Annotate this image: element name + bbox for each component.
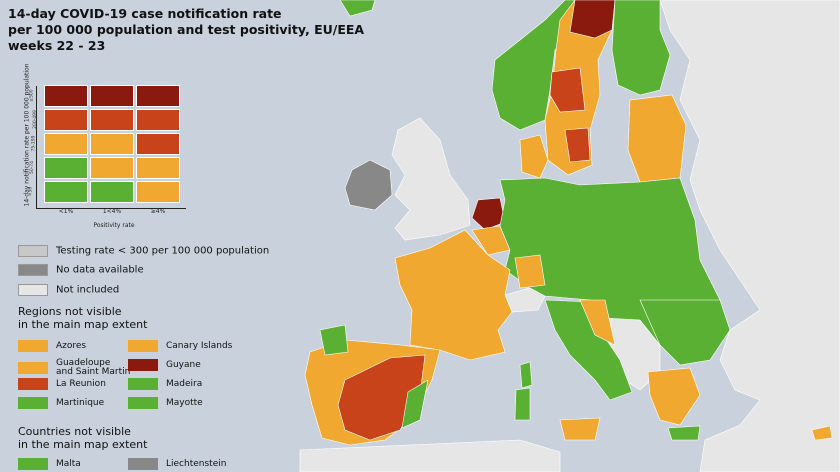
legend-item-label: La Reunion: [56, 378, 106, 389]
not-included-uk: [391, 117, 471, 241]
crete: [667, 425, 701, 441]
croatia: [579, 299, 616, 346]
legend-swatch: [18, 458, 48, 470]
sweden-north-red: [569, 0, 616, 39]
denmark: [519, 134, 549, 179]
legend-item-label: Madeira: [166, 378, 203, 389]
legend-item: Madeira: [128, 378, 202, 392]
legend-swatch: [128, 359, 158, 371]
matrix-cell: [90, 133, 134, 155]
legend-swatch: [128, 397, 158, 409]
map-title: 14-day COVID-19 case notification rate p…: [8, 6, 365, 54]
sardinia: [514, 387, 531, 421]
alps-orange: [514, 254, 546, 289]
spain-east-green: [401, 379, 429, 429]
matrix-cell: [44, 157, 88, 179]
matrix-y-tick: 50-74: [30, 160, 36, 175]
legend-item: Malta: [18, 458, 81, 472]
matrix-cell: [136, 133, 180, 155]
legend-item: Liechtenstein: [128, 458, 226, 472]
matrix-cell: [90, 181, 134, 203]
legend-item-label: Mayotte: [166, 397, 203, 408]
matrix-x-tick: 1<4%: [102, 208, 122, 215]
legend-item-label: Martinique: [56, 397, 105, 408]
legend-item-label: Azores: [56, 340, 87, 351]
legend-item-label: Guyane: [166, 359, 201, 370]
legend-item-label: Malta: [56, 458, 81, 469]
matrix-cell: [90, 85, 134, 107]
risk-matrix: [44, 85, 184, 205]
not-included-north-africa: [299, 439, 561, 472]
legend-swatch: [18, 378, 48, 390]
legend-swatch: [18, 397, 48, 409]
legend-item: Azores: [18, 340, 86, 354]
title-line-3: weeks 22 - 23: [8, 38, 106, 53]
matrix-y-tick: 200-499: [32, 110, 38, 129]
title-line-1: 14-day COVID-19 case notification rate: [8, 6, 282, 21]
legend-no-data: No data available: [18, 264, 144, 278]
matrix-cell: [136, 181, 180, 203]
finland: [611, 0, 671, 96]
matrix-x-tick: <1%: [58, 208, 74, 215]
matrix-cell: [44, 133, 88, 155]
regions-heading: Regions not visible in the main map exte…: [18, 305, 148, 331]
legend-item: Guadeloupe and Saint Martin: [18, 359, 130, 377]
sweden-mid-red: [549, 67, 586, 113]
legend-item: Canary Islands: [128, 340, 232, 354]
legend-item-label: Canary Islands: [166, 340, 233, 351]
legend-testing-rate: Testing rate < 300 per 100 000 populatio…: [18, 245, 269, 259]
sicily: [559, 417, 601, 441]
netherlands: [471, 197, 506, 231]
matrix-y-tick: 75-199: [31, 135, 37, 152]
romania-bulgaria: [639, 299, 731, 366]
matrix-cell: [136, 85, 180, 107]
corsica: [519, 361, 533, 389]
legend-item-label: Guadeloupe and Saint Martin: [56, 358, 131, 377]
matrix-y-axis-line: [36, 86, 37, 208]
matrix-x-axis-line: [36, 208, 186, 209]
norway: [491, 0, 576, 131]
not-included-swatch: [18, 284, 48, 296]
matrix-cell: [44, 181, 88, 203]
legend-item: Mayotte: [128, 397, 203, 411]
iceland: [339, 0, 376, 17]
legend-swatch: [18, 340, 48, 352]
france: [394, 229, 513, 361]
legend-swatch: [128, 378, 158, 390]
countries-heading: Countries not visible in the main map ex…: [18, 425, 148, 451]
title-line-2: per 100 000 population and test positivi…: [8, 22, 365, 37]
not-included-land-east: [659, 0, 840, 472]
matrix-x-axis-label: Positivity rate: [93, 222, 135, 229]
matrix-cell: [44, 85, 88, 107]
sweden-south-red: [564, 127, 591, 163]
legend-swatch: [18, 362, 48, 374]
no-data-swatch: [18, 264, 48, 276]
matrix-cell: [90, 157, 134, 179]
matrix-y-tick: ≥500: [29, 89, 35, 102]
matrix-cell: [44, 109, 88, 131]
testing-rate-swatch: [18, 245, 48, 257]
matrix-cell: [136, 109, 180, 131]
matrix-x-tick: ≥4%: [150, 208, 166, 215]
legend-swatch: [128, 458, 158, 470]
matrix-y-axis-label: 14-day notification rate per 100 000 pop…: [23, 63, 31, 207]
legend-swatch: [128, 340, 158, 352]
matrix-cell: [90, 109, 134, 131]
baltics: [627, 94, 687, 183]
legend-panel: 14-day COVID-19 case notification rate p…: [0, 0, 364, 472]
legend-item-label: Liechtenstein: [166, 458, 227, 469]
cyprus: [811, 425, 833, 441]
spain-northwest-green: [319, 324, 349, 356]
legend-item: Guyane: [128, 359, 201, 373]
ireland-no-data: [344, 159, 393, 211]
matrix-cell: [136, 157, 180, 179]
matrix-y-tick: <50: [28, 186, 34, 197]
legend-item: La Reunion: [18, 378, 106, 392]
legend-not-included: Not included: [18, 284, 119, 298]
legend-item: Martinique: [18, 397, 104, 411]
greece: [647, 367, 701, 426]
